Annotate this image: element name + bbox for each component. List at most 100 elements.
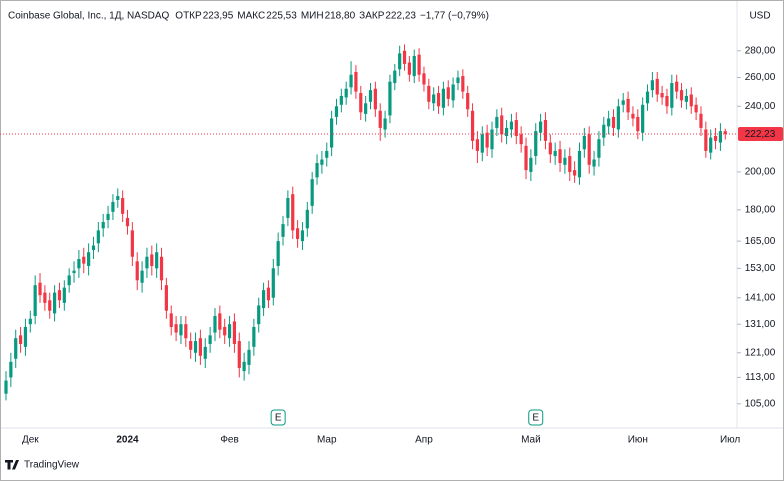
legend-label: ЗАКР — [359, 11, 385, 22]
candle-body — [349, 74, 353, 88]
candle-body — [407, 62, 411, 75]
y-tick-label: 141,00 — [745, 292, 776, 303]
candle-body — [354, 71, 358, 92]
candle-body — [179, 324, 183, 336]
candle-body — [296, 228, 300, 239]
candle-body — [417, 54, 421, 75]
candle-body — [164, 285, 168, 311]
candle-body — [378, 110, 382, 128]
candle-body — [276, 241, 280, 266]
candle-body — [359, 93, 363, 113]
y-tick-label: 280,00 — [745, 45, 776, 56]
last-price-box — [738, 126, 783, 141]
x-tick-label: Май — [521, 435, 541, 446]
candle-body — [373, 88, 377, 110]
candle-body — [704, 129, 708, 151]
y-tick-label: 260,00 — [745, 72, 776, 83]
candle-body — [587, 134, 591, 165]
brand-name: TradingView — [24, 460, 80, 471]
candle-body — [368, 90, 373, 102]
candle-body — [524, 145, 528, 171]
candle-body — [466, 93, 470, 110]
candle-body — [150, 254, 154, 266]
candle-body — [218, 313, 222, 330]
last-price-label: 222,23 — [745, 129, 776, 140]
candle-body — [130, 230, 134, 257]
candle-body — [184, 324, 188, 339]
candle-body — [679, 90, 684, 101]
candle-body — [514, 120, 518, 136]
candle-body — [213, 316, 217, 333]
currency: USD — [749, 11, 770, 22]
candle-body — [330, 118, 334, 148]
candle-body — [300, 230, 305, 242]
candle-body — [77, 259, 81, 269]
candle-body — [23, 326, 28, 347]
candle-body — [451, 84, 455, 101]
candle-body — [247, 349, 251, 365]
candle-body — [490, 129, 494, 150]
candle-body — [461, 76, 465, 92]
candle-body — [675, 81, 679, 92]
legend: Coinbase Global, Inc., 1Д, NASDAQ ОТКР 223… — [8, 11, 489, 22]
candle-body — [446, 87, 450, 99]
candle-body — [684, 95, 688, 102]
candle-body — [189, 341, 193, 350]
event-marker: E — [532, 413, 539, 424]
y-tick-label: 165,00 — [745, 236, 776, 247]
candle-body — [87, 252, 91, 266]
candle-body — [699, 113, 703, 128]
candle-body — [427, 85, 431, 102]
candle-body — [125, 217, 130, 227]
candle-body — [611, 116, 616, 128]
candle-body — [242, 361, 246, 372]
legend-label: МИН — [301, 11, 324, 22]
candle-body — [529, 157, 533, 172]
candle-body — [597, 139, 601, 158]
candle-body — [320, 159, 324, 165]
candle-body — [223, 326, 227, 336]
candle-body — [432, 94, 436, 104]
candle-body — [111, 201, 115, 212]
candle-body — [694, 104, 698, 113]
candle-body — [43, 292, 47, 303]
legend-value: 218,80 — [325, 11, 356, 22]
candle-body — [4, 380, 8, 394]
candle-body — [53, 292, 57, 314]
candle-body — [709, 137, 713, 153]
candle-body — [159, 256, 164, 281]
candle-body — [582, 135, 586, 150]
candle-body — [475, 139, 480, 151]
candle-body — [271, 268, 275, 298]
candle-body — [650, 80, 654, 91]
candle-body — [116, 196, 120, 200]
candle-body — [101, 222, 105, 229]
candle-body — [509, 121, 514, 130]
legend-value: 225,53 — [266, 11, 297, 22]
candle-body — [325, 150, 329, 158]
candle-body — [412, 55, 416, 77]
candle-body — [616, 106, 620, 130]
candle-body — [48, 300, 52, 311]
candle-body — [193, 341, 198, 353]
candle-body — [636, 116, 640, 132]
candle-body — [689, 94, 693, 107]
brand-logo — [5, 460, 19, 470]
event-marker-box — [528, 409, 544, 426]
candle-body — [402, 50, 407, 64]
y-tick-label: 131,00 — [745, 319, 776, 330]
candle-body — [9, 361, 13, 378]
candle-body — [145, 256, 149, 269]
candle-body — [334, 106, 339, 117]
candle-body — [655, 78, 659, 95]
candle-body — [121, 198, 125, 214]
candle-body — [252, 326, 256, 347]
candle-body — [568, 156, 572, 172]
candle-body — [422, 73, 426, 85]
candle-body — [480, 134, 484, 153]
candle-body — [33, 285, 37, 317]
candle-body — [631, 113, 635, 119]
candle-body — [543, 120, 548, 141]
candle-body — [602, 124, 606, 138]
